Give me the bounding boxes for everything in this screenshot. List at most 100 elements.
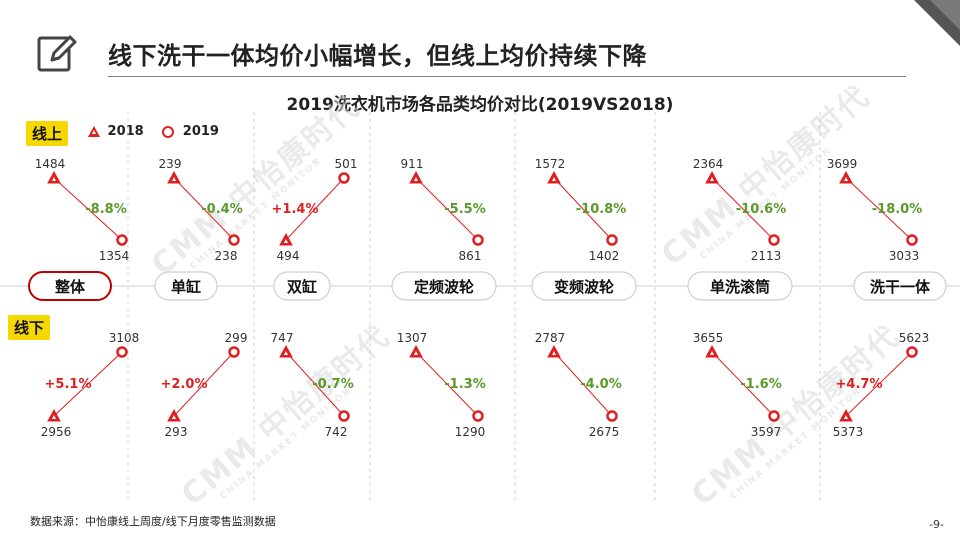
offline-value-2019: 299 [225,331,248,345]
offline-value-2018: 1307 [397,331,428,345]
offline-change-label: +4.7% [836,377,883,392]
online-slope-line [415,177,479,241]
offline-value-2018: 3655 [693,331,724,345]
data-source: 数据来源：中怡康线上周度/线下月度零售监测数据 [30,515,276,528]
online-change-label: -10.6% [736,202,787,217]
offline-slope-line [53,351,123,417]
online-value-2018: 3699 [827,157,858,171]
offline-marker-2018-inner [414,351,418,355]
online-value-2019: 1402 [589,249,620,263]
online-marker-2018-inner [844,177,848,181]
offline-marker-2018-inner [552,351,556,355]
offline-value-2019: 3597 [751,425,782,439]
category-pill [853,271,947,301]
offline-marker-2018-inner [284,351,288,355]
legend-label-2018: 2018 [107,124,144,139]
online-marker-2019 [906,234,918,246]
online-change-label: -0.4% [201,202,242,217]
offline-marker-2019 [338,410,350,422]
online-slope-line [553,177,613,241]
edit-icon [37,35,77,72]
category-label: 双缸 [287,278,317,296]
online-value-2018: 911 [401,157,424,171]
offline-value-2019: 742 [325,425,348,439]
offline-value-2019: 3108 [109,331,140,345]
category-pill [531,271,637,301]
category-pill [154,271,218,301]
category-pill [391,271,497,301]
offline-slope-line [415,351,479,417]
offline-slope-line [711,351,775,417]
online-change-label: +1.4% [272,202,319,217]
online-marker-2019 [338,172,350,184]
online-value-2018: 1484 [35,157,66,171]
online-value-2018: 2364 [693,157,724,171]
offline-change-label: -0.7% [312,377,353,392]
online-value-2018: 239 [159,157,182,171]
offline-badge: 线下 [8,315,51,340]
online-value-2019: 861 [459,249,482,263]
online-value-2019: 501 [335,157,358,171]
online-marker-2019 [606,234,618,246]
legend-2018-triangle-icon [88,126,100,137]
offline-slope-line [173,351,235,417]
offline-change-label: +5.1% [45,377,92,392]
online-value-2019: 2113 [751,249,782,263]
offline-marker-2019 [228,346,240,358]
online-value-2018: 1572 [535,157,566,171]
offline-value-2019: 2675 [589,425,620,439]
offline-value-2018: 747 [271,331,294,345]
title-row: 线下洗干一体均价小幅增长，但线上均价持续下降 [36,30,906,76]
chart-title: 2019洗衣机市场各品类均价对比(2019VS2018) [286,95,674,115]
offline-value-2018: 5373 [833,425,864,439]
legend-2019-circle-icon [162,125,175,138]
offline-marker-2019 [116,346,128,358]
online-marker-2018-inner [52,177,56,181]
online-change-label: -10.8% [576,202,627,217]
offline-change-label: +2.0% [161,377,208,392]
offline-value-2019: 5623 [899,331,930,345]
corner-decoration-inner [930,0,960,30]
offline-marker-2019 [906,346,918,358]
online-value-2019: 1354 [99,249,130,263]
online-marker-2018-inner [414,177,418,181]
category-label: 单缸 [171,278,201,296]
page-title: 线下洗干一体均价小幅增长，但线上均价持续下降 [108,42,647,70]
offline-marker-2019 [606,410,618,422]
offline-marker-2018-inner [172,415,176,419]
category-pill [687,271,793,301]
offline-slope-line [845,351,913,417]
online-marker-2019 [472,234,484,246]
online-marker-2019 [228,234,240,246]
online-value-2019: 238 [215,249,238,263]
online-change-label: -5.5% [444,202,485,217]
online-marker-2019 [768,234,780,246]
online-value-2018: 494 [277,249,300,263]
online-value-2019: 3033 [889,249,920,263]
title-divider [108,76,906,77]
category-label: 单洗滚筒 [710,278,770,296]
online-change-label: -8.8% [85,202,126,217]
offline-slope-line [553,351,613,417]
offline-value-2018: 2956 [41,425,72,439]
category-pill [273,271,331,301]
offline-marker-2018-inner [710,351,714,355]
page-number: -9- [929,518,944,531]
offline-change-label: -1.6% [740,377,781,392]
category-pill [28,271,112,301]
legend: 2018 2019 [88,124,219,139]
online-change-label: -18.0% [872,202,923,217]
online-slope-line [845,177,913,241]
online-slope-line [53,177,123,241]
online-marker-2018-inner [172,177,176,181]
offline-change-label: -1.3% [444,377,485,392]
offline-marker-2019 [768,410,780,422]
offline-change-label: -4.0% [580,377,621,392]
category-label: 变频波轮 [554,278,614,296]
category-label: 整体 [55,278,86,296]
online-slope-line [173,177,235,241]
online-slope-line [711,177,775,241]
offline-value-2018: 293 [165,425,188,439]
legend-label-2019: 2019 [182,124,219,139]
offline-marker-2018-inner [844,415,848,419]
